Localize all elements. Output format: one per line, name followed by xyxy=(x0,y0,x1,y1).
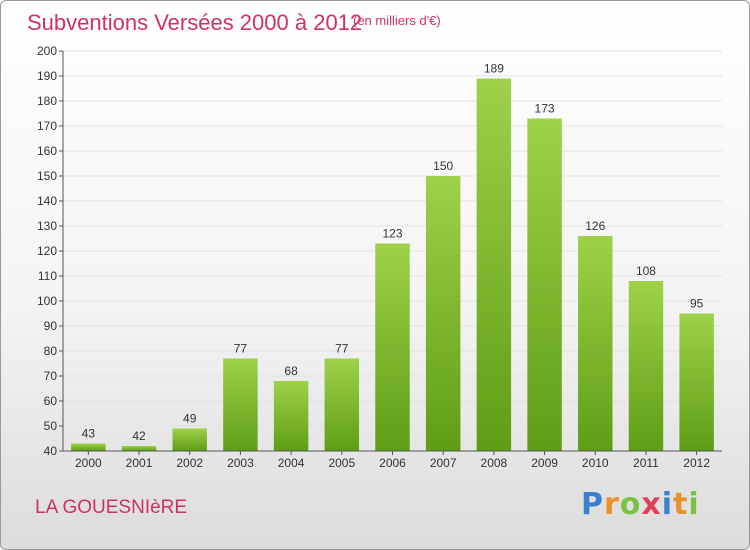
data-label: 150 xyxy=(433,159,453,173)
data-label: 189 xyxy=(484,62,504,76)
x-tick-label: 2012 xyxy=(683,456,710,470)
bar-2000 xyxy=(71,443,106,451)
bar-2011 xyxy=(628,281,664,451)
x-tick-label: 2010 xyxy=(582,456,609,470)
logo-letter: o xyxy=(619,487,642,522)
y-tick-label: 120 xyxy=(37,244,57,258)
logo-letter: i xyxy=(661,487,674,522)
x-tick-label: 2007 xyxy=(430,456,457,470)
y-tick-label: 190 xyxy=(37,69,57,83)
x-tick-label: 2006 xyxy=(379,456,406,470)
x-tick-label: 2000 xyxy=(75,456,102,470)
y-tick-label: 170 xyxy=(37,119,57,133)
axes: 40 50 60 70 80 90 100 110 120 130 140 150 160 170 180 1… xyxy=(37,44,722,470)
bar-2006 xyxy=(375,243,410,451)
y-tick-label: 160 xyxy=(37,144,57,158)
data-label: 77 xyxy=(234,342,248,356)
chart-subtitle: (en milliers d'€) xyxy=(353,13,441,28)
logo-letter: x xyxy=(641,487,662,522)
y-tick-label: 180 xyxy=(37,94,57,108)
y-tick-label: 150 xyxy=(37,169,57,183)
x-tick-label: 2009 xyxy=(531,456,558,470)
data-label: 42 xyxy=(132,429,146,443)
bars xyxy=(71,78,714,451)
bar-2003 xyxy=(223,358,258,451)
data-labels: 43 42 49 77 68 77 123 150 189 173 126 108 95 xyxy=(82,62,704,444)
logo-letter: P xyxy=(581,487,604,522)
y-tick-label: 80 xyxy=(44,344,58,358)
y-tick-label: 100 xyxy=(37,294,57,308)
bar-2004 xyxy=(273,381,309,451)
x-tick-label: 2004 xyxy=(278,456,305,470)
y-tick-label: 140 xyxy=(37,194,57,208)
data-label: 43 xyxy=(82,427,96,441)
x-tick-label: 2001 xyxy=(126,456,153,470)
data-label: 95 xyxy=(690,297,704,311)
data-label: 68 xyxy=(284,364,298,378)
y-tick-label: 200 xyxy=(37,44,57,58)
bar-2008 xyxy=(476,78,512,451)
y-tick-label: 70 xyxy=(44,369,58,383)
y-tick-label: 40 xyxy=(44,444,58,458)
data-label: 123 xyxy=(382,227,402,241)
bar-2009 xyxy=(527,118,562,451)
data-label: 173 xyxy=(535,102,555,116)
y-tick-label: 90 xyxy=(44,319,58,333)
data-label: 126 xyxy=(585,219,605,233)
x-tick-label: 2011 xyxy=(633,456,659,470)
bar-2005 xyxy=(324,358,360,451)
bar-2007 xyxy=(425,176,461,451)
x-tick-label: 2002 xyxy=(176,456,203,470)
x-tick-label: 2008 xyxy=(481,456,508,470)
commune-name: LA GOUESNIèRE xyxy=(35,497,188,518)
data-label: 108 xyxy=(636,264,656,278)
data-label: 77 xyxy=(335,342,349,356)
y-tick-label: 60 xyxy=(44,394,58,408)
logo-letter: r xyxy=(604,487,620,522)
logo-letter: i xyxy=(688,487,700,522)
x-tick-label: 2005 xyxy=(328,456,355,470)
bar-2001 xyxy=(121,446,157,451)
bar-2012 xyxy=(679,313,714,451)
proxiti-logo: Proxiti xyxy=(581,487,700,522)
y-tick-label: 110 xyxy=(38,269,57,283)
y-tick-label: 130 xyxy=(37,219,57,233)
data-label: 49 xyxy=(183,412,197,426)
x-tick-label: 2003 xyxy=(227,456,254,470)
bar-2010 xyxy=(578,236,613,451)
logo-letter: t xyxy=(673,487,689,522)
chart-title: Subventions Versées 2000 à 2012 xyxy=(27,10,363,35)
y-tick-label: 50 xyxy=(44,419,58,433)
bar-2002 xyxy=(172,428,207,451)
